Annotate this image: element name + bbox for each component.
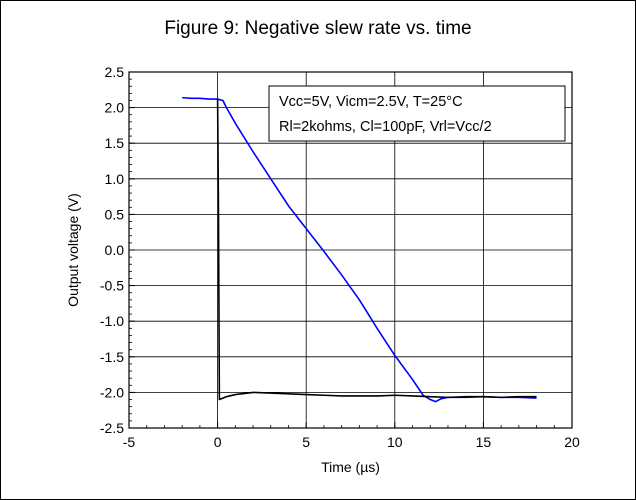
y-tick-label: -0.5: [100, 278, 124, 294]
x-tick-label: 10: [387, 434, 403, 450]
y-tick-label: 2.5: [105, 64, 125, 80]
y-tick-label: 0.5: [105, 206, 125, 222]
series-line-1: [216, 99, 537, 401]
y-tick-label: -2.5: [100, 420, 124, 436]
y-axis-label: Output voltage (V): [65, 193, 81, 307]
x-tick-label: 0: [214, 434, 222, 450]
y-tick-label: 1.5: [105, 135, 125, 151]
x-axis-label: Time (µs): [321, 459, 380, 475]
y-tick-label: 0.0: [105, 242, 125, 258]
annotation-line-1: Vcc=5V, Vicm=2.5V, T=25°C: [279, 94, 463, 110]
y-tick-label: -2.0: [100, 384, 124, 400]
x-tick-label: 5: [302, 434, 310, 450]
series-group: [182, 96, 537, 403]
chart-title: Figure 9: Negative slew rate vs. time: [164, 18, 472, 39]
annotation-border: [268, 85, 566, 142]
y-tick-labels: 2.5 2.0 1.5 1.0 0.5 0.0 -0.5 -1.0 -1.5 -2.0 -2.5: [100, 64, 124, 436]
y-tick-label: -1.0: [100, 313, 124, 329]
y-tick-label: -1.5: [100, 349, 124, 365]
x-tick-label: 15: [476, 434, 492, 450]
x-tick-label: -5: [123, 434, 136, 450]
y-tick-label: 2.0: [105, 100, 125, 116]
annotation-box: Vcc=5V, Vicm=2.5V, T=25°C Rl=2kohms, Cl=…: [268, 85, 566, 142]
tick-marks: [128, 71, 573, 429]
x-tick-label: 20: [564, 434, 580, 450]
y-tick-label: 1.0: [105, 171, 125, 187]
x-tick-labels: -5 0 5 10 15 20: [123, 434, 580, 450]
annotation-line-2: Rl=2kohms, Cl=100pF, Vrl=Vcc/2: [279, 119, 492, 135]
